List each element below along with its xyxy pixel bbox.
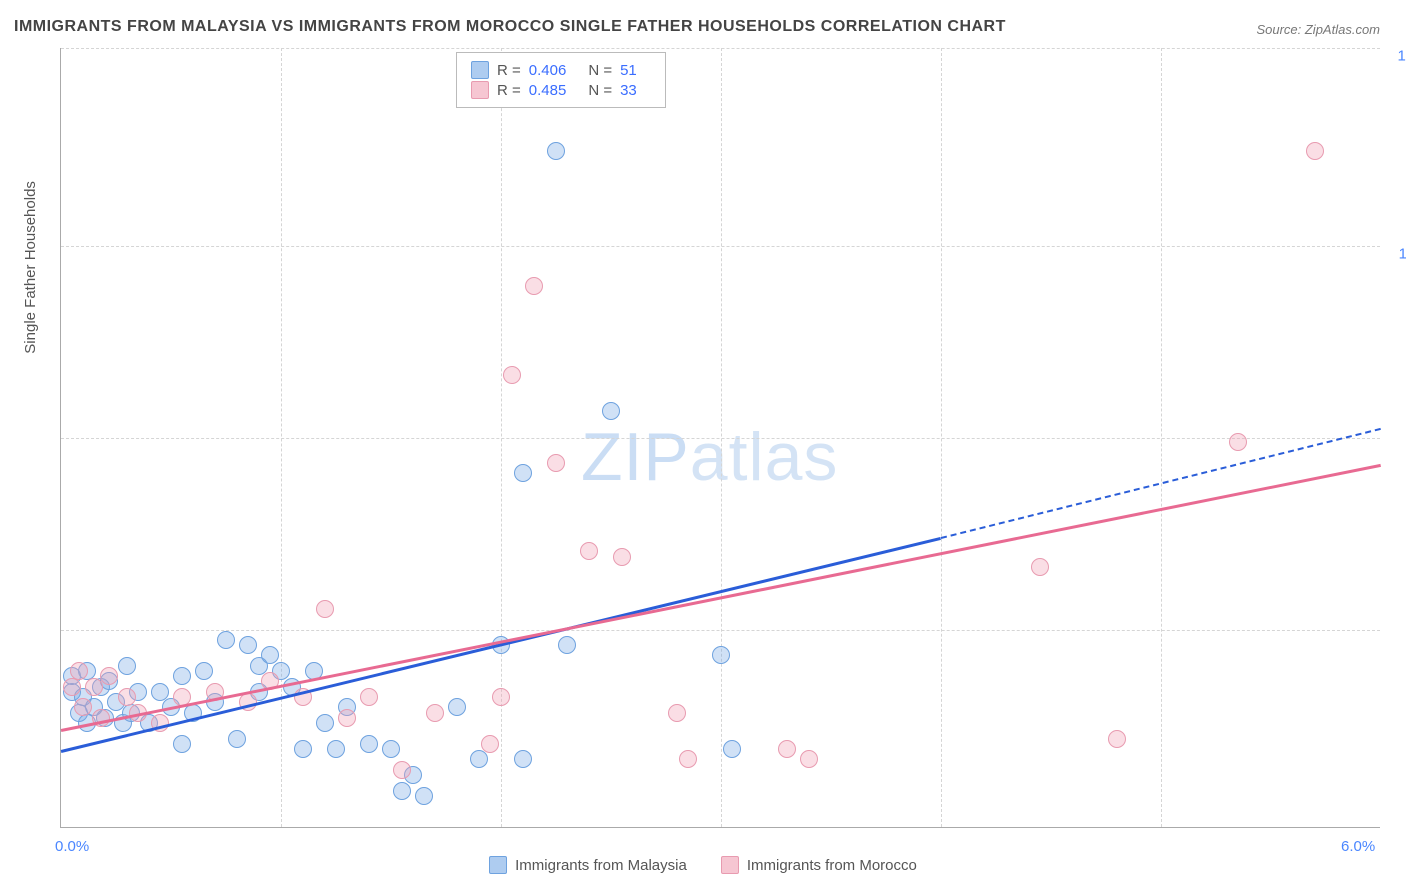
stat-n-label: N =: [588, 62, 612, 79]
y-tick-label: 7.5%: [1384, 438, 1406, 455]
plot-area: ZIPatlas 3.8%7.5%11.2%15.0%0.0%6.0%: [60, 48, 1380, 828]
data-point-morocco: [503, 366, 521, 384]
data-point-morocco: [1108, 730, 1126, 748]
data-point-morocco: [393, 761, 411, 779]
swatch-icon: [721, 856, 739, 874]
data-point-morocco: [360, 688, 378, 706]
gridline-v: [281, 48, 282, 827]
data-point-morocco: [338, 709, 356, 727]
data-point-morocco: [580, 542, 598, 560]
x-tick-label: 6.0%: [1341, 838, 1375, 855]
data-point-morocco: [1306, 142, 1324, 160]
y-tick-label: 11.2%: [1384, 245, 1406, 262]
data-point-malaysia: [558, 636, 576, 654]
legend-stat-row: R = 0.406 N = 51: [471, 61, 651, 79]
watermark-bold: ZIP: [581, 419, 690, 495]
data-point-morocco: [70, 662, 88, 680]
data-point-malaysia: [547, 142, 565, 160]
gridline-v: [721, 48, 722, 827]
data-point-malaysia: [118, 657, 136, 675]
correlation-legend: R = 0.406 N = 51 R = 0.485 N = 33: [456, 52, 666, 108]
data-point-malaysia: [173, 735, 191, 753]
data-point-malaysia: [327, 740, 345, 758]
data-point-morocco: [800, 750, 818, 768]
data-point-morocco: [492, 688, 510, 706]
data-point-morocco: [118, 688, 136, 706]
data-point-morocco: [547, 454, 565, 472]
data-point-morocco: [613, 548, 631, 566]
data-point-malaysia: [448, 698, 466, 716]
gridline-v: [1161, 48, 1162, 827]
data-point-malaysia: [514, 464, 532, 482]
swatch-icon: [471, 61, 489, 79]
data-point-malaysia: [723, 740, 741, 758]
data-point-malaysia: [228, 730, 246, 748]
data-point-malaysia: [415, 787, 433, 805]
data-point-malaysia: [239, 636, 257, 654]
data-point-morocco: [679, 750, 697, 768]
data-point-morocco: [1229, 433, 1247, 451]
watermark-thin: atlas: [690, 419, 839, 495]
stat-n-label: N =: [588, 82, 612, 99]
data-point-morocco: [481, 735, 499, 753]
gridline-v: [501, 48, 502, 827]
data-point-malaysia: [602, 402, 620, 420]
y-tick-label: 15.0%: [1384, 48, 1406, 65]
stat-r-value: 0.406: [529, 62, 567, 79]
data-point-morocco: [426, 704, 444, 722]
source-attribution: Source: ZipAtlas.com: [1256, 22, 1380, 37]
y-axis-label: Single Father Households: [22, 181, 39, 354]
legend-label: Immigrants from Morocco: [747, 857, 917, 874]
data-point-malaysia: [261, 646, 279, 664]
stat-n-value: 51: [620, 62, 637, 79]
chart-title: IMMIGRANTS FROM MALAYSIA VS IMMIGRANTS F…: [14, 18, 1006, 36]
data-point-malaysia: [393, 782, 411, 800]
stat-n-value: 33: [620, 82, 637, 99]
data-point-malaysia: [712, 646, 730, 664]
data-point-morocco: [1031, 558, 1049, 576]
legend-stat-row: R = 0.485 N = 33: [471, 81, 651, 99]
gridline-v: [941, 48, 942, 827]
x-tick-label: 0.0%: [55, 838, 89, 855]
legend-label: Immigrants from Malaysia: [515, 857, 687, 874]
data-point-morocco: [778, 740, 796, 758]
data-point-morocco: [316, 600, 334, 618]
data-point-morocco: [63, 678, 81, 696]
correlation-chart: IMMIGRANTS FROM MALAYSIA VS IMMIGRANTS F…: [0, 0, 1406, 892]
data-point-malaysia: [470, 750, 488, 768]
data-point-morocco: [668, 704, 686, 722]
data-point-malaysia: [217, 631, 235, 649]
data-point-malaysia: [173, 667, 191, 685]
data-point-malaysia: [382, 740, 400, 758]
legend-item-morocco: Immigrants from Morocco: [721, 856, 917, 874]
stat-r-value: 0.485: [529, 82, 567, 99]
data-point-malaysia: [360, 735, 378, 753]
data-point-malaysia: [316, 714, 334, 732]
y-tick-label: 3.8%: [1384, 630, 1406, 647]
stat-r-label: R =: [497, 62, 521, 79]
data-point-morocco: [525, 277, 543, 295]
data-point-malaysia: [151, 683, 169, 701]
data-point-malaysia: [294, 740, 312, 758]
swatch-icon: [489, 856, 507, 874]
stat-r-label: R =: [497, 82, 521, 99]
swatch-icon: [471, 81, 489, 99]
data-point-morocco: [74, 698, 92, 716]
legend-item-malaysia: Immigrants from Malaysia: [489, 856, 687, 874]
data-point-malaysia: [514, 750, 532, 768]
data-point-malaysia: [195, 662, 213, 680]
data-point-morocco: [100, 667, 118, 685]
watermark: ZIPatlas: [581, 418, 838, 496]
data-point-morocco: [85, 678, 103, 696]
series-legend: Immigrants from Malaysia Immigrants from…: [0, 856, 1406, 874]
